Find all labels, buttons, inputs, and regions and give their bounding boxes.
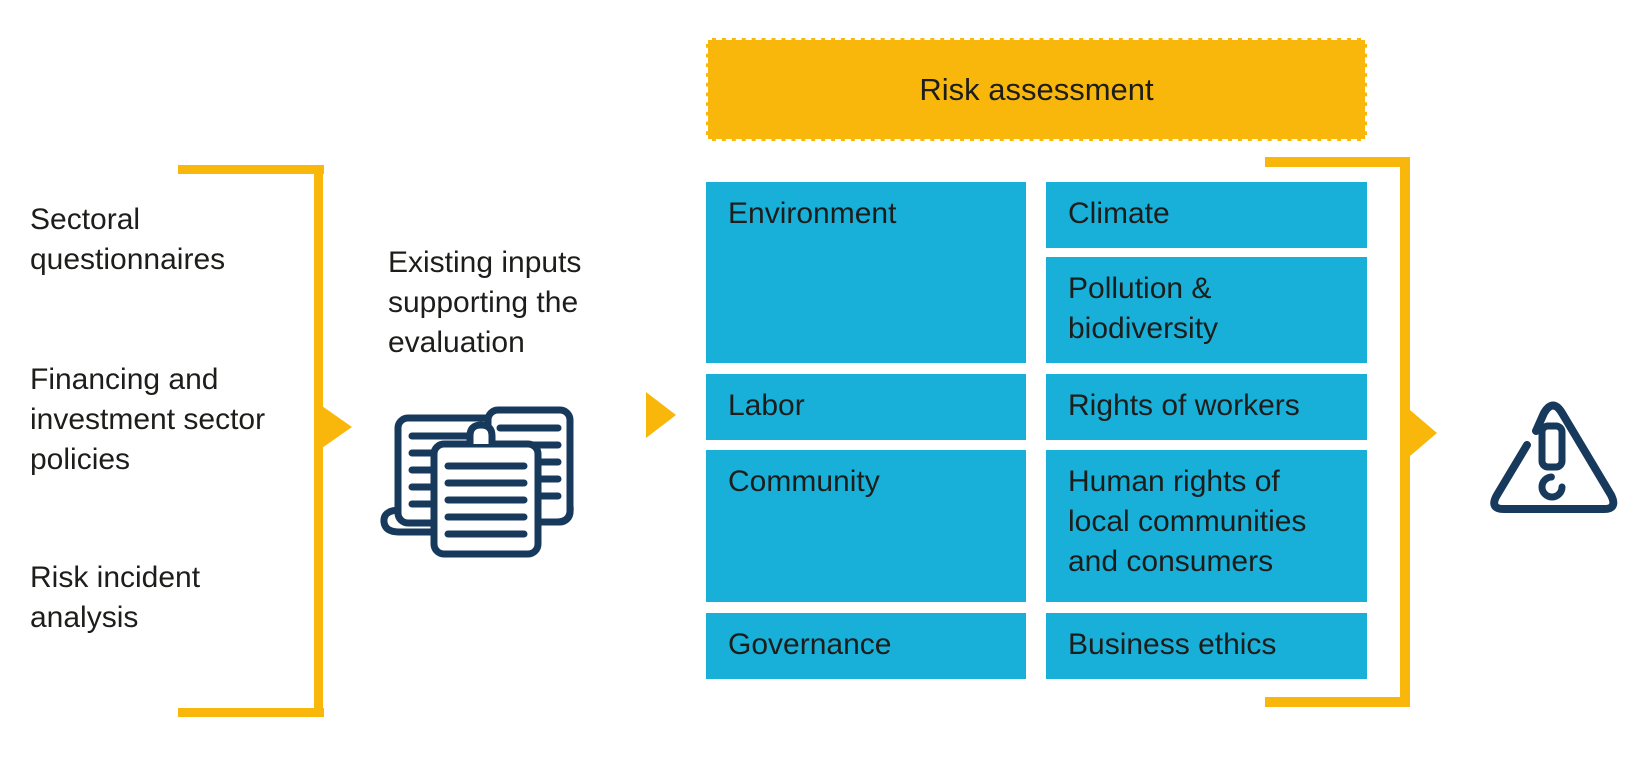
middle-label: Existing inputs supporting the evaluatio… — [388, 246, 582, 359]
topic-label: Business ethics — [1068, 628, 1277, 661]
category-box-environment: Environment — [706, 182, 1026, 363]
left-bracket-bottom — [178, 708, 324, 717]
risk-assessment-title: Risk assessment — [919, 71, 1154, 107]
right-bracket-top — [1265, 157, 1410, 167]
category-label: Environment — [728, 197, 897, 230]
left-bracket-top — [178, 165, 324, 174]
flow-arrow-icon — [322, 406, 352, 448]
source-item-financing-policies: Financing and investment sector policies — [30, 363, 266, 476]
source-item-sectoral-questionnaires: Sectoral questionnaires — [30, 203, 226, 276]
right-bracket-bottom — [1265, 697, 1410, 707]
category-label: Labor — [728, 389, 805, 422]
topic-label: Human rights of local communities and co… — [1068, 465, 1307, 578]
topic-box-business-ethics: Business ethics — [1046, 613, 1367, 679]
right-bracket-vertical — [1400, 157, 1410, 707]
flow-arrow-icon — [1410, 410, 1437, 456]
warning-triangle-icon — [1490, 401, 1618, 513]
topic-box-pollution-biodiversity: Pollution & biodiversity — [1046, 257, 1367, 363]
topic-label: Climate — [1068, 197, 1170, 230]
category-label: Community — [728, 465, 880, 498]
flow-arrow-icon — [646, 392, 676, 438]
category-box-community: Community — [706, 450, 1026, 602]
category-box-governance: Governance — [706, 613, 1026, 679]
category-box-labor: Labor — [706, 374, 1026, 440]
topic-box-climate: Climate — [1046, 182, 1367, 248]
category-label: Governance — [728, 628, 892, 661]
topic-box-rights-of-workers: Rights of workers — [1046, 374, 1367, 440]
documents-scrolls-icon — [380, 406, 574, 558]
topic-box-human-rights: Human rights of local communities and co… — [1046, 450, 1367, 602]
topic-label: Pollution & biodiversity — [1068, 272, 1219, 345]
topic-label: Rights of workers — [1068, 389, 1300, 422]
source-item-risk-incident-analysis: Risk incident analysis — [30, 561, 201, 634]
risk-assessment-header: Risk assessment — [706, 38, 1367, 141]
esg-category-grid: Environment Labor Community Governance C… — [706, 182, 1367, 679]
left-bracket-vertical — [314, 165, 323, 717]
